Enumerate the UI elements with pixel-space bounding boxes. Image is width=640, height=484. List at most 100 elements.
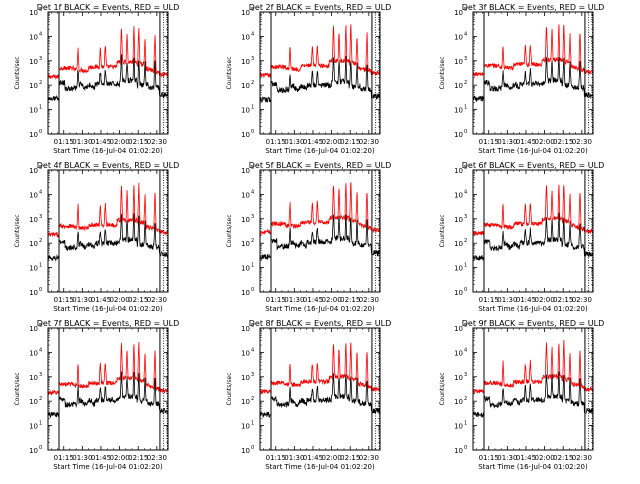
y-tick-exponent: 3: [251, 56, 254, 62]
y-tick-label: 10: [29, 107, 38, 115]
events-series-line: [472, 56, 593, 103]
y-tick-label: 10: [454, 374, 463, 382]
y-tick-label: 10: [241, 107, 250, 115]
panel-title: Det 9f BLACK = Events, RED = ULD: [462, 319, 605, 328]
y-tick-label: 10: [29, 131, 38, 139]
x-axis-label: Start Time (16-Jul-04 01:02:20): [53, 305, 163, 313]
y-tick-label: 10: [29, 289, 38, 297]
y-tick-label: 10: [241, 447, 250, 455]
y-tick-exponent: 5: [39, 7, 42, 13]
x-tick-label: 01:30: [72, 296, 92, 304]
y-tick-exponent: 2: [39, 238, 42, 244]
x-tick-label: 02:30: [147, 296, 167, 304]
x-tick-label: 02:30: [359, 454, 379, 462]
plot-frame: [472, 169, 594, 293]
x-tick-label: 01:30: [284, 454, 304, 462]
x-tick-label: 02:15: [553, 296, 573, 304]
y-tick-label: 10: [241, 265, 250, 273]
y-tick-label: 10: [29, 325, 38, 333]
y-tick-label: 10: [29, 349, 38, 357]
x-tick-label: 01:15: [54, 138, 74, 146]
x-axis-label: Start Time (16-Jul-04 01:02:20): [478, 147, 588, 155]
uld-series-line: [259, 342, 381, 395]
y-tick-label: 10: [29, 240, 38, 248]
uld-series-line: [472, 184, 594, 236]
x-axis-label: Start Time (16-Jul-04 01:02:20): [478, 305, 588, 313]
y-tick-exponent: 2: [251, 238, 254, 244]
y-tick-exponent: 4: [251, 347, 254, 353]
x-axis-label: Start Time (16-Jul-04 01:02:20): [53, 147, 163, 155]
x-tick-label: 01:30: [497, 296, 517, 304]
y-tick-exponent: 0: [251, 129, 254, 135]
y-tick-exponent: 3: [251, 214, 254, 220]
y-tick-label: 10: [454, 423, 463, 431]
x-tick-label: 01:15: [266, 454, 286, 462]
y-tick-exponent: 0: [251, 287, 254, 293]
y-tick-label: 10: [241, 33, 250, 41]
x-tick-label: 02:00: [534, 138, 554, 146]
x-tick-label: 02:30: [572, 138, 592, 146]
y-tick-exponent: 4: [464, 31, 467, 37]
plot-frame: [47, 11, 169, 135]
y-axis-label: Counts/sec: [226, 56, 233, 89]
y-tick-exponent: 4: [464, 347, 467, 353]
y-tick-label: 10: [454, 9, 463, 17]
y-tick-label: 10: [241, 423, 250, 431]
x-tick-label: 02:15: [340, 296, 360, 304]
x-tick-label: 02:30: [147, 138, 167, 146]
x-tick-label: 01:15: [266, 138, 286, 146]
y-tick-label: 10: [29, 216, 38, 224]
y-axis-label: Counts/sec: [14, 214, 21, 247]
x-tick-label: 01:30: [497, 138, 517, 146]
plot-frame: [259, 169, 381, 293]
x-tick-label: 02:00: [534, 296, 554, 304]
y-tick-label: 10: [241, 216, 250, 224]
x-axis-label: Start Time (16-Jul-04 01:02:20): [478, 463, 588, 471]
x-tick-label: 01:15: [479, 138, 499, 146]
x-axis-label: Start Time (16-Jul-04 01:02:20): [265, 463, 375, 471]
y-tick-exponent: 0: [251, 445, 254, 451]
y-tick-label: 10: [454, 82, 463, 90]
y-tick-label: 10: [29, 265, 38, 273]
x-tick-label: 02:30: [359, 138, 379, 146]
y-tick-exponent: 3: [464, 372, 467, 378]
y-tick-label: 10: [29, 374, 38, 382]
y-tick-exponent: 1: [39, 421, 42, 427]
y-tick-label: 10: [241, 289, 250, 297]
uld-series-line: [472, 24, 593, 77]
plot-frame: [472, 327, 594, 451]
x-tick-label: 02:00: [321, 454, 341, 462]
panel-det-2: Det 2f BLACK = Events, RED = ULD Counts/s…: [226, 3, 391, 155]
y-tick-label: 10: [241, 191, 250, 199]
x-tick-label: 01:45: [516, 138, 536, 146]
y-tick-exponent: 5: [251, 165, 254, 171]
x-tick-label: 02:00: [109, 138, 129, 146]
y-tick-label: 10: [241, 240, 250, 248]
y-tick-label: 10: [454, 131, 463, 139]
y-tick-exponent: 2: [251, 396, 254, 402]
x-tick-label: 01:30: [72, 454, 92, 462]
y-tick-label: 10: [241, 58, 250, 66]
y-tick-label: 10: [241, 167, 250, 175]
panel-det-5: Det 5f BLACK = Events, RED = ULD Counts/s…: [226, 161, 391, 313]
panel-det-9: Det 9f BLACK = Events, RED = ULD Counts/s…: [439, 319, 604, 471]
y-axis-label: Counts/sec: [439, 214, 446, 247]
x-tick-label: 01:45: [91, 138, 111, 146]
y-tick-exponent: 4: [464, 189, 467, 195]
x-tick-label: 01:30: [497, 454, 517, 462]
x-tick-label: 02:15: [340, 454, 360, 462]
x-tick-label: 01:30: [284, 296, 304, 304]
x-tick-label: 02:00: [109, 296, 129, 304]
uld-series-line: [472, 339, 594, 394]
x-tick-label: 02:00: [321, 138, 341, 146]
panel-title: Det 2f BLACK = Events, RED = ULD: [249, 3, 392, 12]
y-tick-exponent: 1: [464, 263, 467, 269]
y-tick-exponent: 3: [464, 56, 467, 62]
y-tick-exponent: 5: [464, 165, 467, 171]
y-tick-label: 10: [29, 398, 38, 406]
events-series-line: [47, 371, 169, 419]
y-tick-exponent: 5: [39, 165, 42, 171]
x-tick-label: 02:30: [147, 454, 167, 462]
